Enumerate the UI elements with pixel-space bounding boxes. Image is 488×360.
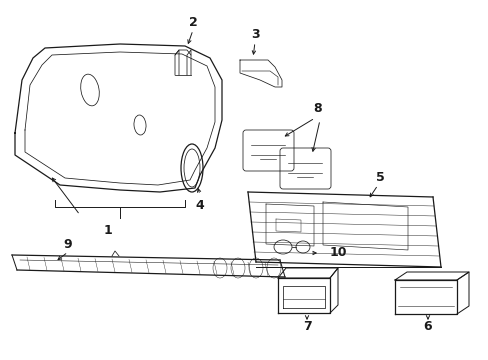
Text: 6: 6: [423, 320, 431, 333]
Text: 3: 3: [250, 27, 259, 41]
Text: 7: 7: [302, 320, 311, 333]
Text: 10: 10: [328, 247, 346, 260]
Text: 9: 9: [63, 238, 72, 251]
Text: 1: 1: [103, 224, 112, 237]
Text: 5: 5: [375, 171, 384, 184]
Text: 4: 4: [195, 198, 204, 212]
Text: 2: 2: [188, 15, 197, 28]
Text: 8: 8: [313, 102, 322, 114]
